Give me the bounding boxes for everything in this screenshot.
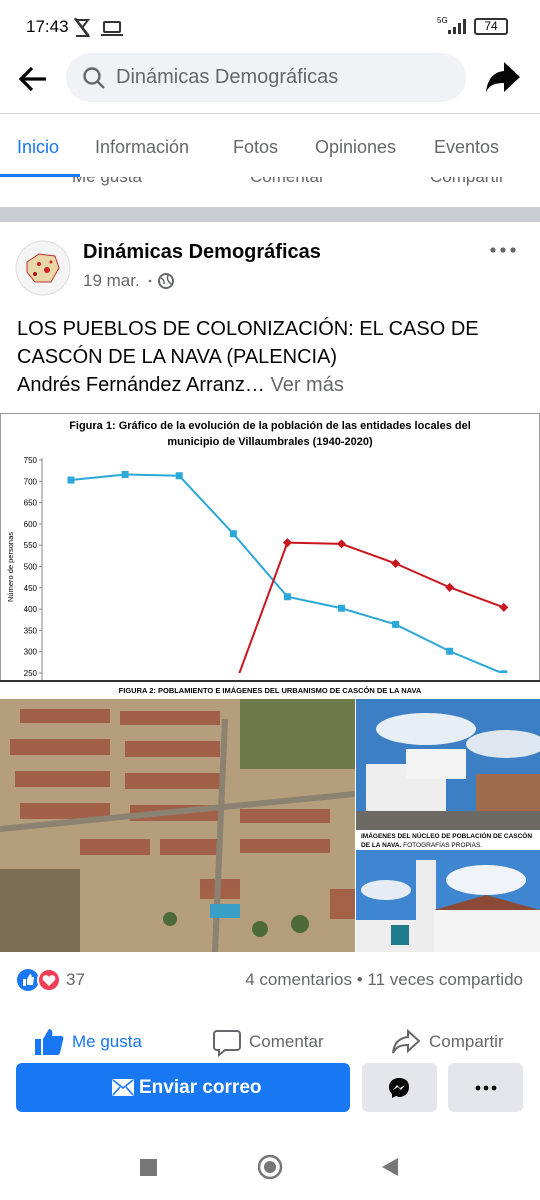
data-point <box>500 670 508 673</box>
y-tick-label: 500 <box>24 563 38 572</box>
home-button[interactable] <box>257 1154 283 1180</box>
share-button[interactable]: Compartir <box>429 1032 504 1051</box>
caption-note: FOTOGRAFÍAS PROPIAS. <box>403 842 483 849</box>
data-point <box>67 476 75 484</box>
data-point <box>391 559 401 569</box>
mail-icon <box>112 1079 134 1096</box>
like-icon <box>35 1029 64 1055</box>
comment-button[interactable]: Comentar <box>249 1032 324 1051</box>
post-text: Andrés Fernández Arranz… Ver más <box>17 374 344 397</box>
figure-photos: FIGURA 2: POBLAMIENTO E IMÁGENES DEL URB… <box>0 680 540 952</box>
avatar[interactable] <box>15 240 71 296</box>
street-photo <box>356 699 540 830</box>
comment-count[interactable]: 4 comentarios <box>245 970 352 989</box>
post-text: Andrés Fernández Arranz… <box>17 374 265 396</box>
data-point <box>283 593 291 601</box>
reaction-count[interactable]: 37 <box>66 970 85 989</box>
email-button[interactable]: Enviar correo <box>16 1063 350 1112</box>
tab-indicator <box>0 174 80 177</box>
data-point <box>445 582 455 592</box>
post-date: 19 mar. <box>83 271 140 290</box>
more-icon <box>475 1085 497 1091</box>
y-tick-label: 300 <box>24 648 38 657</box>
data-point <box>337 539 346 549</box>
y-tick-label: 450 <box>24 584 38 593</box>
y-tick-label: 250 <box>24 669 38 678</box>
audience-icon <box>148 273 174 289</box>
post-text: CASCÓN DE LA NAVA (PALENCIA) <box>17 346 338 368</box>
y-tick-label: 600 <box>24 520 38 529</box>
tab[interactable]: Opiniones <box>315 137 397 157</box>
network: 5G <box>437 16 448 25</box>
data-point <box>229 530 237 538</box>
figure-chart: Figura 1: Gráfico de la evolución de la … <box>0 413 540 681</box>
data-point <box>282 538 292 548</box>
chart-title: municipio de Villaumbrales (1940-2020) <box>167 436 373 448</box>
back-nav[interactable] <box>382 1158 398 1176</box>
more-menu[interactable] <box>489 243 517 257</box>
like-button[interactable]: Me gusta <box>72 1032 142 1051</box>
clock: 17:43 <box>26 17 69 36</box>
post-text: LOS PUEBLOS DE COLONIZACIÓN: EL CASO DE <box>17 318 479 340</box>
signal <box>448 19 466 34</box>
search-box[interactable]: Dinámicas Demográficas <box>66 53 466 102</box>
y-tick-label: 650 <box>24 499 38 508</box>
y-tick-label: 750 <box>24 456 38 465</box>
chart-title: Figura 1: Gráfico de la evolución de la … <box>69 420 471 432</box>
tab[interactable]: Eventos <box>434 137 500 157</box>
y-tick-label: 700 <box>24 477 38 486</box>
divider <box>0 113 540 114</box>
y-tick-label: 550 <box>24 541 38 550</box>
comment-icon <box>213 1030 241 1057</box>
aerial-photo <box>0 699 355 952</box>
tab[interactable]: Fotos <box>233 137 279 157</box>
engagement-stats: 4 comentarios • 11 veces compartido <box>245 970 523 989</box>
share-count[interactable]: 11 veces compartido <box>367 970 523 989</box>
series-line <box>238 541 505 673</box>
separator <box>0 207 540 222</box>
recents-button[interactable] <box>140 1159 157 1176</box>
chart-frame <box>0 413 540 681</box>
share-icon <box>392 1029 421 1054</box>
see-more[interactable]: Ver más <box>270 374 344 396</box>
data-point <box>121 470 129 478</box>
plot-area <box>67 470 509 673</box>
messenger-icon <box>389 1078 409 1098</box>
church-photo <box>356 850 540 952</box>
y-tick-label: 350 <box>24 626 38 635</box>
battery: 74 <box>474 18 508 35</box>
figure-title: FIGURA 2: POBLAMIENTO E IMÁGENES DEL URB… <box>118 686 422 695</box>
nav-bar <box>140 1154 398 1180</box>
tab-bar: Inicio Información Fotos Opiniones Event… <box>0 114 540 177</box>
home-dot <box>264 1161 276 1173</box>
data-point <box>338 604 345 612</box>
y-axis-label: Número de personas <box>6 532 15 602</box>
more-button[interactable] <box>448 1063 523 1112</box>
status-icons <box>74 17 123 37</box>
messenger-button[interactable] <box>362 1063 437 1112</box>
email-label: Enviar correo <box>139 1077 262 1098</box>
back-button[interactable] <box>16 62 50 96</box>
data-point <box>392 620 400 628</box>
data-point <box>175 472 183 480</box>
search-query: Dinámicas Demográficas <box>116 66 339 88</box>
y-tick-label: 400 <box>24 605 38 614</box>
tab[interactable]: Información <box>95 137 190 157</box>
photo-caption: IMÁGENES DEL NÚCLEO DE POBLACIÓN DE CASC… <box>361 832 536 850</box>
caption: IMÁGENES DEL NÚCLEO DE POBLACIÓN DE CASC… <box>361 833 533 849</box>
author[interactable]: Dinámicas Demográficas <box>83 241 321 263</box>
share-button[interactable] <box>484 60 522 96</box>
data-point <box>499 602 509 612</box>
reaction-icons <box>17 968 61 992</box>
tab[interactable]: Inicio <box>17 137 60 157</box>
data-point <box>446 647 454 655</box>
search-icon <box>83 67 105 89</box>
